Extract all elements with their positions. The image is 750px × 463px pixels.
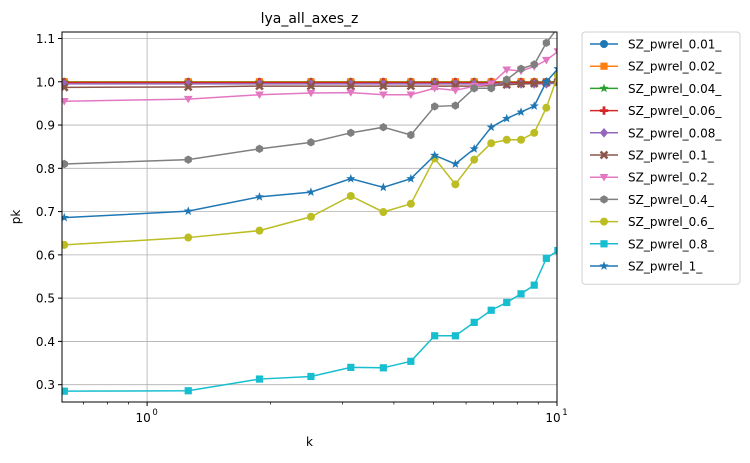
- legend-label: SZ_pwrel_0.1_: [628, 149, 715, 163]
- data-point: [255, 192, 264, 201]
- data-point: [487, 122, 496, 131]
- data-point: [600, 218, 608, 226]
- data-point: [185, 387, 192, 394]
- legend: SZ_pwrel_0.01_ SZ_pwrel_0.02_ SZ_pwrel_0.0…: [582, 32, 740, 284]
- x-tick-base: 10: [545, 411, 560, 425]
- data-point: [347, 129, 354, 137]
- x-tick-exponent: 0: [152, 408, 157, 418]
- legend-label: SZ_pwrel_0.06_: [628, 104, 722, 118]
- data-point: [256, 145, 263, 153]
- data-point: [431, 332, 438, 339]
- data-point: [185, 155, 192, 163]
- data-point: [307, 213, 315, 221]
- data-point: [407, 200, 415, 208]
- data-point: [452, 332, 459, 339]
- y-tick-label: 0.4: [36, 335, 55, 349]
- y-tick-label: 0.5: [36, 292, 55, 306]
- data-point: [306, 187, 315, 196]
- legend-label: SZ_pwrel_0.8_: [628, 237, 715, 251]
- data-point: [184, 206, 193, 215]
- data-point: [488, 307, 495, 314]
- data-point: [542, 57, 551, 64]
- data-point: [380, 364, 387, 371]
- data-point: [346, 174, 355, 183]
- data-point: [554, 23, 561, 31]
- data-point: [347, 364, 354, 371]
- y-tick-label: 0.8: [36, 162, 55, 176]
- series-line: [64, 251, 558, 392]
- data-point: [600, 240, 607, 247]
- data-point: [407, 358, 414, 365]
- series-SZ_pwrel_0.6_: [60, 71, 562, 249]
- series-SZ_pwrel_0.2_: [60, 48, 562, 105]
- y-tick-label: 0.6: [36, 248, 55, 262]
- data-point: [542, 104, 550, 112]
- chart-title: lya_all_axes_z: [261, 11, 359, 27]
- data-point: [530, 101, 539, 110]
- data-point: [451, 180, 459, 188]
- data-point: [530, 129, 538, 137]
- data-point: [600, 63, 607, 70]
- data-point: [516, 107, 525, 116]
- legend-label: SZ_pwrel_0.01_: [628, 38, 722, 52]
- data-point: [255, 227, 263, 235]
- data-point: [184, 234, 192, 242]
- data-point: [600, 40, 608, 48]
- x-axis-label: k: [306, 435, 313, 449]
- data-point: [451, 87, 460, 94]
- data-point: [517, 290, 524, 297]
- y-tick-label: 0.9: [36, 119, 55, 133]
- data-point: [347, 192, 355, 200]
- y-axis-label: pk: [9, 210, 23, 225]
- y-tick-label: 1.0: [36, 75, 55, 89]
- y-tick-label: 1.1: [36, 32, 55, 46]
- data-point: [60, 213, 69, 222]
- legend-label: SZ_pwrel_0.08_: [628, 126, 722, 140]
- legend-label: SZ_pwrel_0.6_: [628, 215, 715, 229]
- legend-label: SZ_pwrel_1_: [628, 260, 703, 274]
- series-lines: [60, 23, 563, 394]
- x-tick-base: 10: [135, 411, 150, 425]
- x-tick-exponent: 1: [562, 408, 567, 418]
- legend-label: SZ_pwrel_0.2_: [628, 171, 715, 185]
- data-point: [503, 136, 511, 144]
- data-point: [517, 136, 525, 144]
- data-point: [380, 123, 387, 131]
- data-point: [554, 247, 561, 254]
- data-point: [517, 65, 524, 73]
- data-point: [543, 255, 550, 262]
- legend-label: SZ_pwrel_0.4_: [628, 193, 715, 207]
- y-tick-label: 0.3: [36, 378, 55, 392]
- data-point: [471, 319, 478, 326]
- data-point: [307, 373, 314, 380]
- legend-label: SZ_pwrel_0.02_: [628, 60, 722, 74]
- data-point: [256, 375, 263, 382]
- legend-label: SZ_pwrel_0.04_: [628, 82, 722, 96]
- data-point: [470, 156, 478, 164]
- data-point: [60, 241, 68, 249]
- data-point: [379, 208, 387, 216]
- data-point: [531, 282, 538, 289]
- data-point: [503, 299, 510, 306]
- data-point: [487, 139, 495, 147]
- data-point: [379, 183, 388, 192]
- series-SZ_pwrel_0.8_: [61, 247, 562, 395]
- y-tick-label: 0.7: [36, 205, 55, 219]
- data-point: [307, 138, 314, 146]
